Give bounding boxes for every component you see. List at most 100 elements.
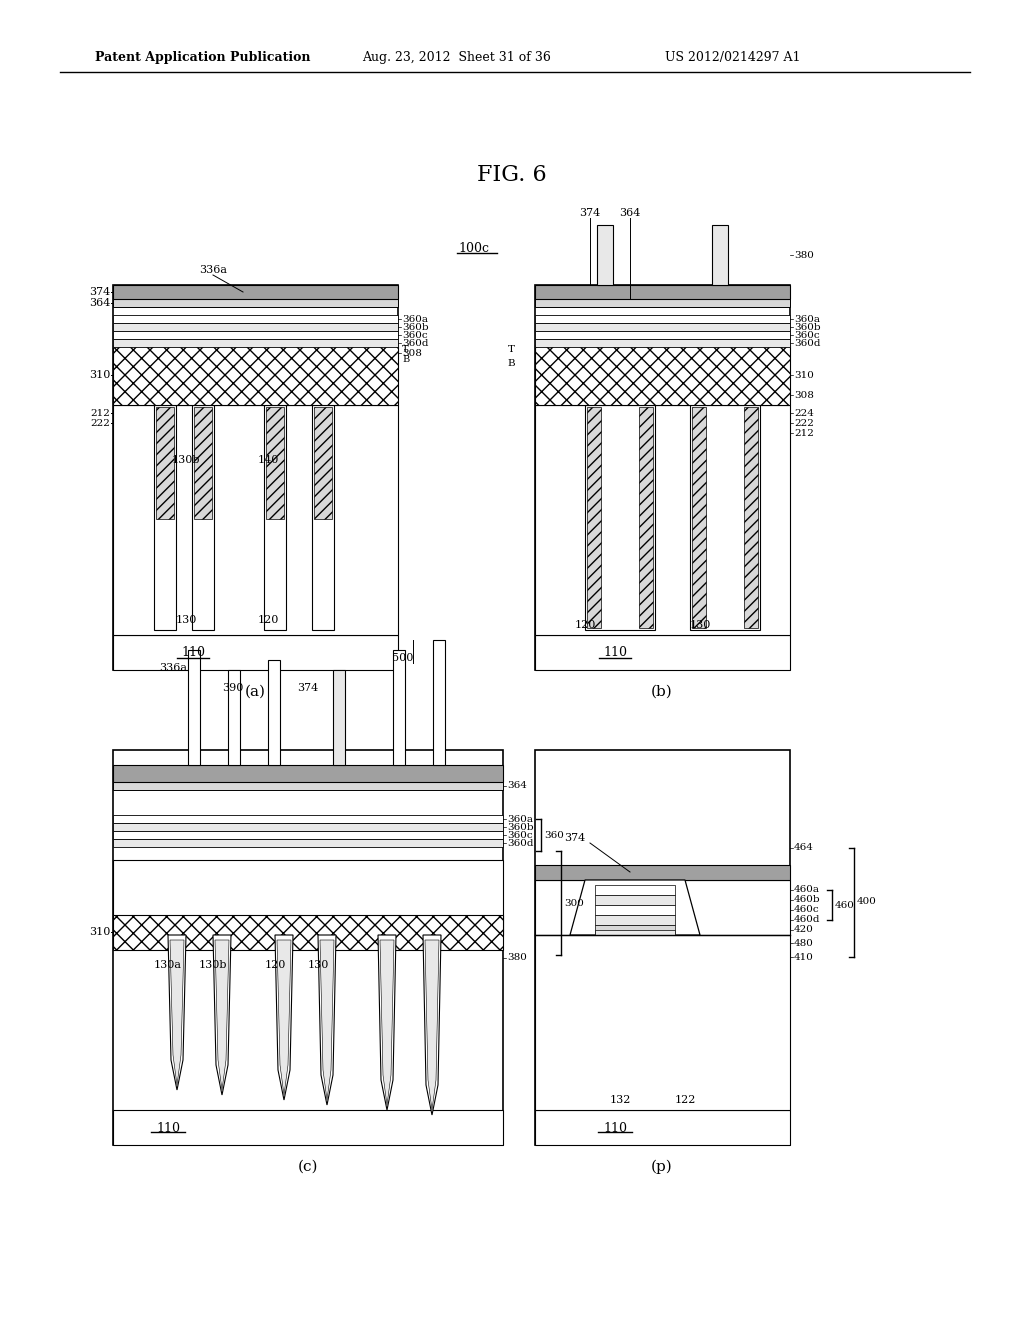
- Text: 360b: 360b: [794, 322, 820, 331]
- Text: 460a: 460a: [794, 886, 820, 895]
- Bar: [535, 405, 790, 635]
- Text: (b): (b): [651, 685, 673, 700]
- Bar: [595, 931, 675, 935]
- Bar: [393, 649, 406, 766]
- Bar: [188, 649, 200, 766]
- Bar: [535, 880, 790, 935]
- Text: 336a: 336a: [159, 663, 187, 673]
- Polygon shape: [570, 880, 700, 935]
- Bar: [113, 781, 503, 789]
- Text: 130b: 130b: [199, 960, 227, 970]
- Bar: [595, 915, 675, 925]
- Bar: [535, 339, 790, 347]
- Bar: [113, 915, 503, 950]
- Bar: [712, 224, 728, 285]
- Bar: [154, 405, 176, 630]
- Text: (c): (c): [298, 1160, 318, 1173]
- Text: 310: 310: [89, 927, 110, 937]
- Text: 374: 374: [564, 833, 586, 843]
- Polygon shape: [170, 940, 184, 1085]
- Bar: [535, 345, 790, 405]
- Bar: [639, 407, 653, 628]
- Text: 480: 480: [794, 939, 814, 948]
- Text: 120: 120: [257, 615, 279, 624]
- Text: 360c: 360c: [402, 330, 428, 339]
- Bar: [535, 285, 790, 671]
- Text: 464: 464: [794, 843, 814, 853]
- Text: 420: 420: [794, 925, 814, 935]
- Bar: [113, 285, 398, 300]
- Bar: [113, 345, 398, 405]
- Text: 364: 364: [507, 781, 527, 791]
- Text: 224: 224: [794, 408, 814, 417]
- Polygon shape: [380, 940, 394, 1105]
- Bar: [535, 323, 790, 331]
- Bar: [268, 660, 280, 766]
- Text: 100c: 100c: [458, 242, 489, 255]
- Text: 460c: 460c: [794, 906, 819, 915]
- Bar: [692, 407, 706, 628]
- Bar: [585, 405, 655, 630]
- Text: (p): (p): [651, 1160, 673, 1175]
- Text: 122: 122: [675, 1096, 695, 1105]
- Bar: [228, 671, 240, 766]
- Text: 336a: 336a: [199, 265, 227, 275]
- Polygon shape: [168, 935, 186, 1090]
- Text: 360c: 360c: [794, 330, 819, 339]
- Bar: [113, 405, 398, 635]
- Text: 460d: 460d: [794, 916, 820, 924]
- Text: 222: 222: [90, 418, 110, 428]
- Text: 130a: 130a: [154, 960, 182, 970]
- Bar: [587, 407, 601, 628]
- Bar: [113, 750, 503, 1144]
- Bar: [690, 405, 760, 630]
- Bar: [264, 405, 286, 630]
- Bar: [193, 405, 214, 630]
- Polygon shape: [275, 935, 293, 1100]
- Bar: [744, 407, 758, 628]
- Text: 110: 110: [603, 647, 627, 660]
- Text: 308: 308: [794, 391, 814, 400]
- Text: 110: 110: [603, 1122, 627, 1134]
- Text: US 2012/0214297 A1: US 2012/0214297 A1: [665, 51, 801, 65]
- Text: 360a: 360a: [507, 814, 534, 824]
- Text: 110: 110: [156, 1122, 180, 1134]
- Bar: [535, 750, 790, 1144]
- Bar: [535, 285, 790, 300]
- Bar: [535, 635, 790, 671]
- Bar: [595, 925, 675, 935]
- Text: 380: 380: [794, 251, 814, 260]
- Bar: [194, 407, 212, 519]
- Text: 310: 310: [89, 370, 110, 380]
- Bar: [113, 331, 398, 339]
- Text: 130b: 130b: [172, 455, 201, 465]
- Bar: [597, 224, 613, 285]
- Text: FIG. 6: FIG. 6: [477, 164, 547, 186]
- Text: 374: 374: [580, 209, 601, 218]
- Text: 310: 310: [794, 371, 814, 380]
- Text: 360a: 360a: [402, 314, 428, 323]
- Polygon shape: [423, 935, 441, 1115]
- Bar: [312, 405, 334, 630]
- Bar: [113, 840, 503, 847]
- Bar: [113, 822, 503, 832]
- Text: 110: 110: [181, 647, 205, 660]
- Bar: [113, 814, 503, 822]
- Bar: [433, 640, 445, 766]
- Text: 308: 308: [402, 348, 422, 358]
- Text: Patent Application Publication: Patent Application Publication: [95, 51, 310, 65]
- Text: 360: 360: [544, 830, 564, 840]
- Bar: [535, 865, 790, 880]
- Polygon shape: [318, 935, 336, 1105]
- Text: 390: 390: [222, 682, 244, 693]
- Text: 222: 222: [794, 418, 814, 428]
- Bar: [113, 1110, 503, 1144]
- Bar: [595, 906, 675, 915]
- Bar: [113, 339, 398, 347]
- Text: Aug. 23, 2012  Sheet 31 of 36: Aug. 23, 2012 Sheet 31 of 36: [362, 51, 551, 65]
- Text: 500: 500: [391, 653, 413, 663]
- Text: 130: 130: [689, 620, 711, 630]
- Bar: [535, 1110, 790, 1144]
- Text: 212: 212: [90, 408, 110, 417]
- Text: 120: 120: [264, 960, 286, 970]
